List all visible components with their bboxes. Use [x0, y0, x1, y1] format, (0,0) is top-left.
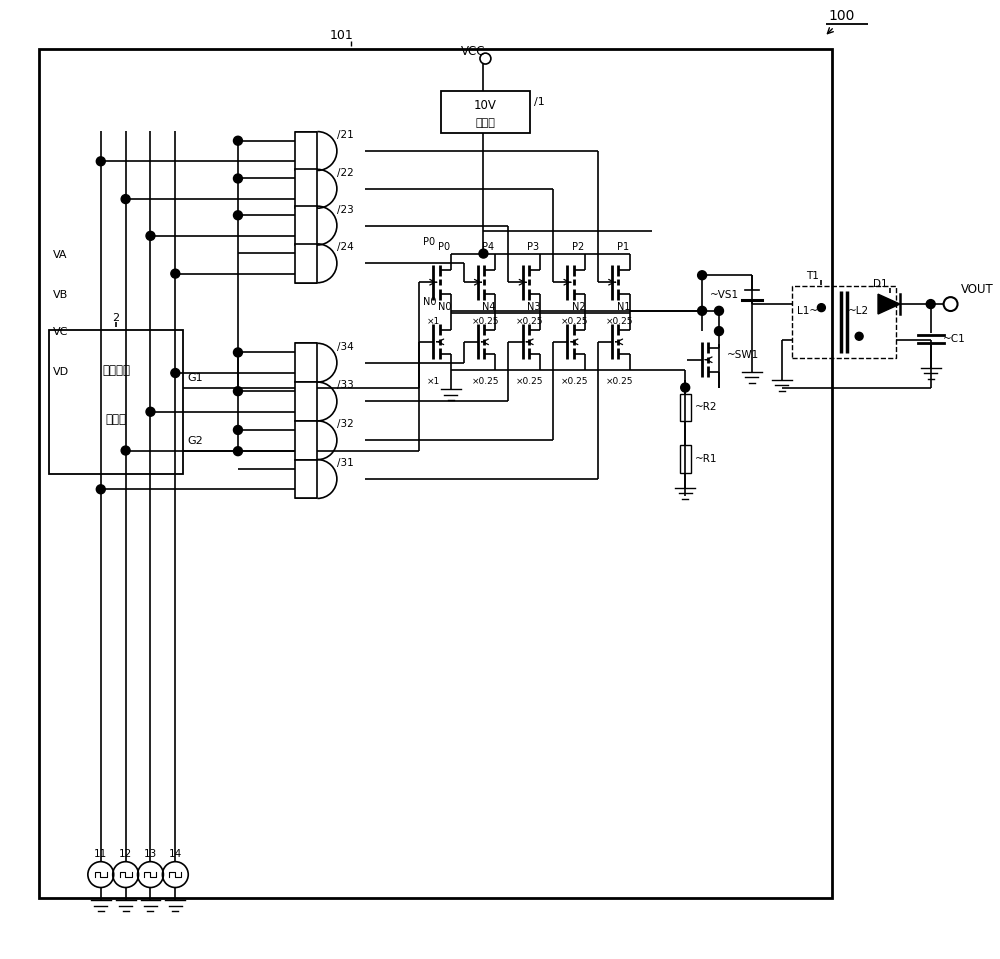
Text: G2: G2: [187, 436, 203, 446]
Circle shape: [233, 386, 242, 396]
Bar: [295, 421, 317, 459]
Circle shape: [233, 348, 242, 357]
Text: 11: 11: [94, 849, 107, 858]
Circle shape: [715, 327, 723, 336]
Circle shape: [926, 299, 935, 309]
Text: N1: N1: [617, 302, 630, 312]
Circle shape: [146, 231, 155, 241]
Text: /23: /23: [337, 204, 354, 215]
Text: 2: 2: [113, 313, 120, 323]
Bar: [295, 170, 317, 208]
Text: 13: 13: [144, 849, 157, 858]
Circle shape: [233, 136, 242, 145]
Text: 栅极信号: 栅极信号: [102, 363, 130, 377]
Text: VCC: VCC: [461, 45, 485, 58]
Text: ×0.25: ×0.25: [606, 377, 633, 386]
Bar: [49, 330, 183, 474]
Circle shape: [121, 446, 130, 455]
Text: P3: P3: [527, 243, 539, 252]
Text: /33: /33: [337, 381, 354, 390]
Polygon shape: [878, 294, 900, 314]
Text: /32: /32: [337, 419, 354, 430]
Text: N2: N2: [572, 302, 586, 312]
Text: /34: /34: [337, 341, 354, 352]
Text: /24: /24: [337, 243, 354, 252]
Text: 钳位器: 钳位器: [475, 118, 495, 128]
Text: ×0.25: ×0.25: [606, 317, 633, 326]
Bar: [295, 206, 317, 245]
Text: P2: P2: [572, 243, 584, 252]
Text: ~SW1: ~SW1: [727, 350, 759, 360]
Text: 14: 14: [169, 849, 182, 858]
Text: 10V: 10V: [474, 99, 497, 111]
Bar: [680, 393, 691, 421]
Text: ~L2: ~L2: [848, 306, 869, 316]
Circle shape: [233, 211, 242, 220]
Circle shape: [715, 306, 723, 316]
Text: D1: D1: [873, 279, 888, 290]
Text: N0: N0: [438, 302, 451, 312]
Text: /21: /21: [337, 130, 354, 140]
Text: VB: VB: [53, 291, 68, 300]
Bar: [39, 49, 832, 899]
Text: P1: P1: [617, 243, 629, 252]
Text: 101: 101: [329, 29, 353, 42]
Text: T1: T1: [806, 271, 819, 281]
Text: VD: VD: [53, 366, 69, 377]
Circle shape: [146, 408, 155, 416]
Text: /1: /1: [534, 97, 545, 106]
Circle shape: [698, 270, 707, 280]
Text: ×0.25: ×0.25: [516, 317, 544, 326]
Text: /22: /22: [337, 168, 354, 177]
Text: /31: /31: [337, 458, 354, 468]
Circle shape: [681, 383, 690, 392]
Text: ×0.25: ×0.25: [561, 317, 588, 326]
Bar: [295, 131, 317, 171]
Circle shape: [171, 269, 180, 278]
Circle shape: [698, 306, 707, 316]
Text: N3: N3: [527, 302, 541, 312]
Text: P0: P0: [438, 243, 450, 252]
Circle shape: [96, 157, 105, 166]
Circle shape: [96, 485, 105, 494]
Text: VOUT: VOUT: [961, 283, 993, 295]
Text: 100: 100: [828, 9, 855, 23]
Text: 发生器: 发生器: [106, 412, 127, 426]
Text: ×0.25: ×0.25: [472, 377, 499, 386]
Text: G1: G1: [187, 373, 203, 383]
Circle shape: [479, 249, 488, 258]
Text: N4: N4: [482, 302, 496, 312]
Circle shape: [121, 195, 130, 203]
Text: ~VS1: ~VS1: [710, 291, 739, 300]
Text: ×1: ×1: [427, 377, 440, 386]
Bar: [295, 382, 317, 421]
Text: L1~: L1~: [797, 306, 818, 316]
Text: VC: VC: [53, 327, 68, 337]
Bar: [441, 91, 530, 133]
Text: ~R2: ~R2: [695, 403, 718, 412]
Text: ×0.25: ×0.25: [472, 317, 499, 326]
Text: ~R1: ~R1: [695, 455, 718, 464]
Text: P0: P0: [423, 238, 435, 247]
Bar: [295, 244, 317, 283]
Circle shape: [855, 333, 863, 340]
Text: ~C1: ~C1: [943, 334, 965, 344]
Circle shape: [233, 447, 242, 456]
Text: 12: 12: [119, 849, 132, 858]
Circle shape: [817, 304, 825, 312]
Text: N0: N0: [423, 297, 436, 307]
Bar: [295, 343, 317, 382]
Circle shape: [171, 368, 180, 378]
Bar: [792, 286, 896, 358]
Bar: [680, 445, 691, 473]
Circle shape: [233, 426, 242, 434]
Text: ×1: ×1: [427, 317, 440, 326]
Circle shape: [233, 174, 242, 183]
Text: ×0.25: ×0.25: [561, 377, 588, 386]
Text: P4: P4: [482, 243, 495, 252]
Bar: [295, 459, 317, 499]
Text: VA: VA: [53, 250, 68, 261]
Text: ×0.25: ×0.25: [516, 377, 544, 386]
